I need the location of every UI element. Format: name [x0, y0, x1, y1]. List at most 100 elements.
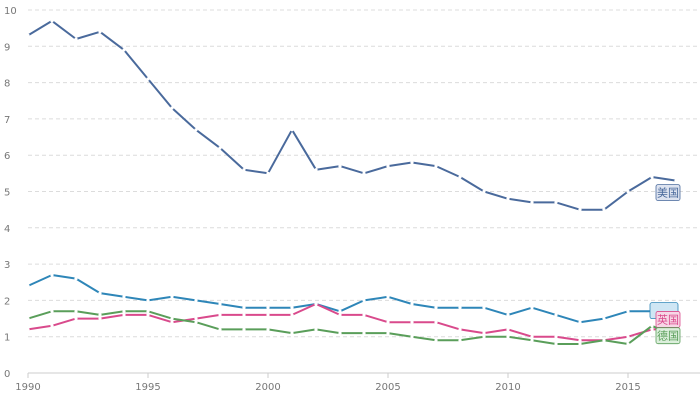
- data-point-2-2005: [386, 320, 390, 324]
- series-line-2: [27, 303, 676, 342]
- series-end-tag-3: [655, 327, 681, 345]
- data-point-2-2012: [554, 335, 558, 339]
- data-point-1-2013: [578, 320, 582, 324]
- data-point-2-2016: [650, 327, 654, 332]
- data-point-2-2002: [314, 302, 318, 306]
- data-point-0-2017: [674, 179, 678, 183]
- data-point-3-2006: [410, 335, 414, 339]
- data-point-0-2012: [554, 200, 558, 204]
- y-tick-label-4: 4: [4, 224, 10, 235]
- data-point-1-2014: [602, 316, 606, 321]
- data-point-3-2011: [530, 338, 534, 342]
- data-point-0-2003: [338, 164, 342, 168]
- data-point-2-1992: [74, 316, 78, 321]
- data-point-3-1992: [74, 309, 78, 313]
- data-point-3-2009: [482, 335, 486, 339]
- data-point-0-2011: [530, 200, 534, 204]
- data-point-0-2001: [290, 128, 294, 132]
- data-point-1-1997: [194, 298, 198, 302]
- data-point-3-1999: [242, 327, 246, 332]
- data-point-0-2015: [626, 189, 630, 194]
- data-point-1-2003: [338, 309, 342, 313]
- data-point-2-2003: [338, 313, 342, 317]
- data-point-1-1991: [50, 273, 54, 277]
- data-point-3-2015: [626, 342, 630, 346]
- data-point-1-2008: [458, 306, 462, 310]
- y-tick-label-9: 9: [4, 42, 10, 53]
- series-line-0: [27, 19, 677, 211]
- data-point-2-1997: [194, 316, 198, 321]
- data-point-3-2010: [506, 335, 510, 339]
- data-point-0-2002: [314, 168, 318, 172]
- y-tick-label-7: 7: [4, 115, 10, 126]
- axes: 0 1 2 3 4 5 6 7 8 9 10 1990 1995 2000 2005 2010 2015: [4, 6, 700, 393]
- data-point-3-2014: [602, 338, 606, 342]
- y-tick-label-1: 1: [4, 333, 10, 344]
- data-point-1-1990: [26, 284, 30, 288]
- data-point-2-1995: [146, 313, 150, 317]
- data-point-0-1991: [50, 19, 54, 23]
- data-point-3-1993: [98, 313, 102, 317]
- data-point-2-2001: [290, 313, 294, 317]
- data-point-3-2004: [362, 331, 366, 335]
- data-point-1-2015: [626, 309, 630, 313]
- data-point-0-1996: [170, 106, 174, 110]
- data-point-2-1990: [26, 327, 30, 332]
- data-point-2-1999: [242, 313, 246, 317]
- data-point-1-2010: [506, 313, 510, 317]
- data-point-3-2001: [290, 331, 294, 335]
- data-point-0-2006: [410, 160, 414, 165]
- data-point-1-1999: [242, 306, 246, 310]
- data-point-1-2007: [434, 306, 438, 310]
- data-point-2-1991: [50, 324, 54, 328]
- data-point-3-2012: [554, 342, 558, 346]
- data-point-1-2004: [362, 298, 366, 302]
- x-tick-label-2015: 2015: [615, 382, 640, 393]
- data-point-0-2000: [266, 171, 270, 175]
- series-lines: [26, 19, 678, 346]
- data-point-1-2000: [266, 306, 270, 310]
- data-point-0-2007: [434, 164, 438, 168]
- data-point-3-1998: [218, 327, 222, 332]
- data-point-2-1998: [218, 313, 222, 317]
- data-point-3-2016: [650, 324, 654, 328]
- data-point-0-1995: [146, 77, 150, 81]
- data-point-2-2000: [266, 313, 270, 317]
- data-point-2-2013: [578, 338, 582, 342]
- data-point-2-1996: [170, 320, 174, 324]
- data-point-1-2012: [554, 313, 558, 317]
- data-point-3-2005: [386, 331, 390, 335]
- data-point-3-1996: [170, 316, 174, 321]
- data-point-3-1991: [50, 309, 54, 313]
- data-point-0-1997: [194, 128, 198, 132]
- y-tick-label-2: 2: [4, 296, 10, 307]
- data-point-3-1990: [26, 316, 30, 321]
- data-point-1-1992: [74, 277, 78, 281]
- data-point-0-1993: [98, 30, 102, 34]
- data-point-3-2003: [338, 331, 342, 335]
- data-point-1-1994: [122, 295, 126, 299]
- data-point-1-2006: [410, 302, 414, 306]
- data-point-2-1993: [98, 316, 102, 321]
- gridlines: [28, 9, 700, 338]
- data-point-0-1994: [122, 48, 126, 52]
- data-point-3-1994: [122, 309, 126, 313]
- data-point-3-2013: [578, 342, 582, 346]
- data-point-0-2004: [362, 171, 366, 175]
- data-point-0-2010: [506, 197, 510, 201]
- data-point-3-1997: [194, 320, 198, 324]
- data-point-0-2009: [482, 189, 486, 194]
- data-point-0-1999: [242, 168, 246, 172]
- data-point-1-2011: [530, 306, 534, 310]
- data-point-1-2001: [290, 306, 294, 310]
- series-end-tag-0: [655, 184, 681, 202]
- data-point-0-1990: [26, 33, 30, 38]
- data-point-1-1995: [146, 298, 150, 302]
- data-point-3-1995: [146, 309, 150, 313]
- data-point-2-2006: [410, 320, 414, 324]
- data-point-1-1998: [218, 302, 222, 306]
- series-line-1: [27, 274, 677, 324]
- data-point-1-2009: [482, 306, 486, 310]
